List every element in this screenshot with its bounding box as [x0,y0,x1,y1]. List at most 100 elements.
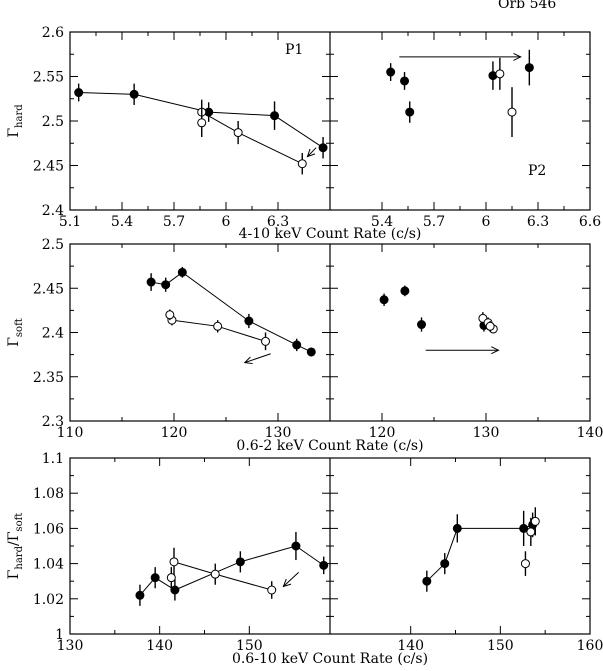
data-point-filled [291,541,301,551]
series-line [151,271,312,353]
x-tick-label: 6.6 [579,214,601,230]
y-tick-label: 1.08 [33,486,64,502]
data-point-open [166,573,176,583]
y-tick-label: 2.4 [42,203,64,219]
data-point-filled [400,286,410,296]
data-point-open [165,310,175,320]
data-point-open [530,516,540,526]
x-tick-label: 140 [577,425,603,441]
series-line [173,561,272,591]
data-point-open [261,336,271,346]
x-tick-label: 6.3 [267,214,289,230]
data-point-filled [405,107,415,117]
direction-arrow [307,147,317,157]
y-tick-label: 1.02 [33,592,64,608]
data-point-open [507,107,517,117]
panel-rows: 2.4 2.45 2.5 2.55 2.6 Γhard 4-10 keV Count Rat… [6,25,603,667]
direction-arrow [244,353,271,364]
data-point-open [485,321,495,331]
x-tick-label: 5.7 [423,214,445,230]
arrow-head [306,148,316,158]
data-point-filled [270,111,280,121]
data-point-filled [440,559,450,569]
x-tick-label: 120 [161,425,188,441]
arrow-head [243,356,253,365]
data-point-open [520,559,530,569]
data-point-filled [318,143,328,153]
data-point-filled [292,340,302,350]
y-tick-label: 2.3 [42,414,64,430]
x-tick-label: 130 [57,638,84,654]
data-point-open [526,527,536,537]
panel-left: 130 140 150 [57,458,329,654]
x-tick-label: 5.7 [163,214,185,230]
y-tick-label: 1.04 [33,557,64,573]
y-axis-title: Γsoft [6,318,25,347]
x-axis-title: 4-10 keV Count Rate (c/s) [239,226,422,242]
data-point-filled [319,560,329,570]
arrow-head [491,346,500,355]
data-point-open [267,585,277,595]
x-tick-label: 5.1 [59,214,81,230]
y-tick-label: 2.5 [42,237,64,253]
data-point-filled [74,88,84,98]
direction-arrow [283,572,299,587]
data-point-filled [519,523,529,533]
y-tick-label: 2.45 [33,159,64,175]
data-point-filled [235,557,245,567]
panel-label-p2: P2 [528,163,546,179]
data-point-open [297,159,307,169]
x-tick-label: 6 [482,214,491,230]
x-axis-title: 0.6-10 keV Count Rate (c/s) [232,651,428,667]
data-point-open [197,118,207,128]
data-point-filled [452,523,462,533]
data-point-open [210,569,220,579]
data-point-filled [386,67,396,77]
data-point-filled [524,63,534,73]
data-point-filled [161,280,171,290]
data-point-open [233,128,243,138]
x-tick-label: 110 [57,425,84,441]
chart-row-3: 1 1.02 1.04 1.06 1.08 1.1 Γhard/Γsoft 0.6-10 ke… [6,451,603,667]
y-tick-label: 2.35 [33,370,64,386]
orbit-label: Orb 546 [498,0,556,12]
chart-row-2: 2.3 2.35 2.4 2.45 2.5 Γsoft 0.6-2 keV Count Ra… [6,237,603,454]
x-tick-label: 140 [146,638,173,654]
data-point-open [169,557,179,567]
x-tick-label: 6.3 [527,214,549,230]
y-tick-label: 1.1 [42,451,64,467]
arrow-head [513,52,522,61]
panel-label-p1: P1 [285,42,303,58]
data-point-filled [150,573,160,583]
data-point-filled [129,89,139,99]
x-tick-label: 130 [265,425,292,441]
data-point-open [495,69,505,79]
panel-right: 120 130 140 [369,244,603,441]
panel-left: 5.1 5.4 5.7 6 6.3 [59,32,328,230]
data-point-filled [135,590,145,600]
x-tick-label: 6 [222,214,231,230]
chart-row-1: 2.4 2.45 2.5 2.55 2.6 Γhard 4-10 keV Count Rat… [6,25,601,242]
y-tick-label: 2.5 [42,114,64,130]
panel-right: 5.4 5.7 6 6.3 6.6 [371,32,601,230]
data-point-filled [244,316,254,326]
x-tick-label: 120 [369,425,396,441]
x-tick-label: 5.4 [371,214,393,230]
series-line [426,524,533,582]
x-tick-label: 130 [473,425,500,441]
data-point-filled [422,576,432,586]
x-tick-label: 140 [397,638,424,654]
data-point-filled [146,277,156,287]
data-point-filled [177,267,187,277]
y-tick-label: 2.4 [42,326,64,342]
panel-right: 140 150 160 [397,458,603,654]
panel-left: 110 120 130 [57,244,316,441]
y-tick-label: 1 [55,627,64,643]
data-point-filled [306,347,316,357]
data-point-open [213,321,223,331]
y-tick-label: 2.45 [33,281,64,297]
data-point-filled [379,295,389,305]
x-tick-label: 160 [577,638,603,654]
y-axis-title: Γhard/Γsoft [6,513,25,580]
